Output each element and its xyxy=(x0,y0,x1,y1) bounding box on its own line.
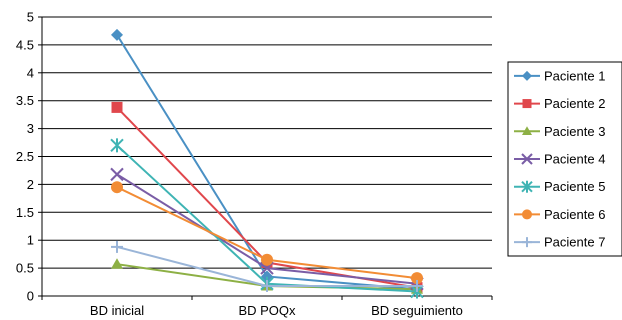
legend-item: Paciente 7 xyxy=(514,235,605,250)
x-tick-label: BD POQx xyxy=(238,303,296,318)
series-lines xyxy=(110,28,424,299)
legend-item: Paciente 4 xyxy=(514,152,605,167)
x-tick-label: BD inicial xyxy=(90,303,144,318)
legend-item: Paciente 2 xyxy=(514,96,605,111)
data-point xyxy=(110,167,124,182)
legend-marker xyxy=(522,126,532,136)
x-tick-labels: BD inicial BD POQx BD seguimiento xyxy=(90,303,463,318)
data-point xyxy=(111,258,123,269)
legend-label: Paciente 7 xyxy=(544,235,605,250)
data-point xyxy=(261,253,273,266)
y-tick-label: 4 xyxy=(27,65,34,80)
data-point xyxy=(411,272,423,285)
legend-label: Paciente 2 xyxy=(544,96,605,111)
data-point xyxy=(411,279,423,292)
data-point xyxy=(261,279,273,292)
y-tick-label: 5 xyxy=(27,10,34,25)
data-point xyxy=(111,181,123,194)
legend-marker xyxy=(522,237,532,248)
legend-marker xyxy=(521,153,533,165)
legend-label: Paciente 3 xyxy=(544,124,605,139)
x-tick-label: BD seguimiento xyxy=(371,303,463,318)
y-tick-label: 0 xyxy=(27,289,34,304)
legend-marker xyxy=(522,99,532,109)
data-point xyxy=(111,240,123,253)
y-tick-label: 3 xyxy=(27,121,34,136)
legend-marker xyxy=(522,70,532,81)
gridlines xyxy=(42,16,492,269)
series-6 xyxy=(111,181,423,285)
y-tick-label: 1 xyxy=(27,233,34,248)
y-tick-label: 3.5 xyxy=(16,93,34,108)
y-tick-label: 1.5 xyxy=(16,205,34,220)
legend-label: Paciente 5 xyxy=(544,179,605,194)
legend-item: Paciente 1 xyxy=(514,68,605,83)
legend-marker xyxy=(522,209,532,220)
data-point xyxy=(111,101,123,113)
y-tick-label: 2 xyxy=(27,177,34,192)
legend: Paciente 1 Paciente 2 Paciente 3 Paciente 4… xyxy=(507,61,622,257)
legend-label: Paciente 1 xyxy=(544,68,605,83)
legend-item: Paciente 3 xyxy=(514,124,605,139)
data-point xyxy=(110,138,124,153)
legend-item: Paciente 5 xyxy=(514,179,605,194)
series-7 xyxy=(111,240,423,292)
data-point xyxy=(111,28,123,41)
legend-marker xyxy=(521,180,533,193)
y-tick-label: 2.5 xyxy=(16,149,34,164)
legend-label: Paciente 6 xyxy=(544,207,605,222)
legend-label: Paciente 4 xyxy=(544,152,605,167)
y-tick-label: 4.5 xyxy=(16,37,34,52)
y-tick-labels: 0 0.5 1 1.5 2 2.5 3 3.5 4 4.5 5 xyxy=(16,10,34,304)
series-line xyxy=(116,144,418,293)
y-tick-label: 0.5 xyxy=(16,261,34,276)
legend-item: Paciente 6 xyxy=(514,207,605,222)
